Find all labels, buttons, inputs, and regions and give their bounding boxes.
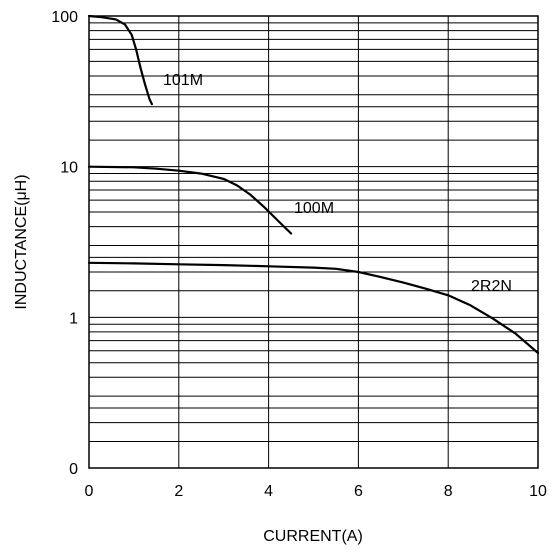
x-tick-label: 4 xyxy=(264,483,273,500)
series-line-2r2n xyxy=(87,261,540,355)
series-labels: 101M 100M 2R2N xyxy=(163,72,512,295)
y-tick-label: 0 xyxy=(69,461,78,478)
grid xyxy=(89,16,538,468)
series-label-2r2n: 2R2N xyxy=(471,278,512,295)
series-label-101m: 101M xyxy=(163,72,203,89)
y-tick-label: 10 xyxy=(60,160,78,177)
x-tick-label: 8 xyxy=(444,483,453,500)
series-line-100m xyxy=(87,165,293,235)
x-tick-label: 2 xyxy=(174,483,183,500)
y-tick-label: 100 xyxy=(51,9,78,26)
y-tick-label: 1 xyxy=(69,310,78,327)
x-axis-title: CURRENT(A) xyxy=(263,528,363,545)
y-tick-labels: 0 1 10 100 xyxy=(51,9,78,478)
x-tick-label: 0 xyxy=(85,483,94,500)
series-line-101m xyxy=(87,14,153,106)
curves xyxy=(87,14,540,355)
y-axis-title: INDUCTANCE(μH) xyxy=(13,174,30,309)
plot-frame xyxy=(88,15,539,469)
x-tick-labels: 0 2 4 6 8 10 xyxy=(85,483,547,500)
x-tick-label: 6 xyxy=(354,483,363,500)
series-label-100m: 100M xyxy=(294,200,334,217)
x-tick-label: 10 xyxy=(529,483,547,500)
